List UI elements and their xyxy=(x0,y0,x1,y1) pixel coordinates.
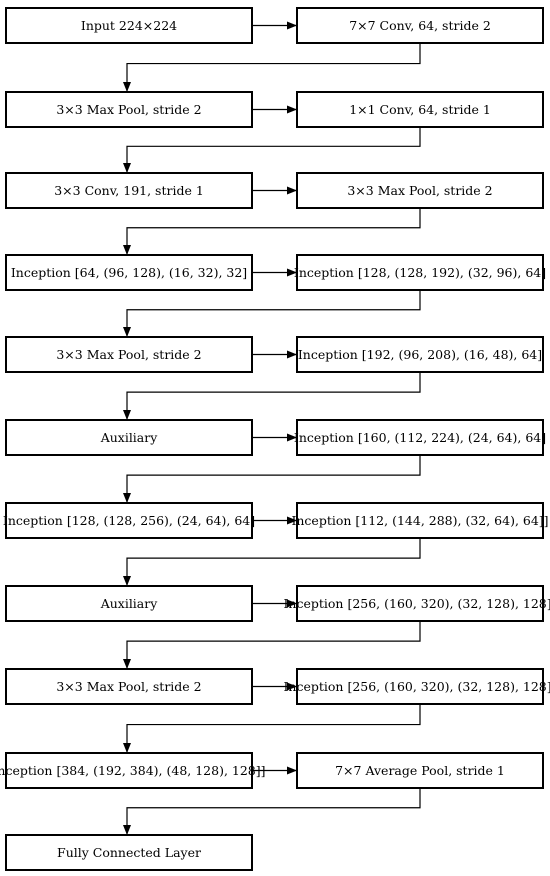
node-row-6-left-label: Auxiliary xyxy=(100,430,159,445)
arrow-row-2-to-row-3 xyxy=(123,127,421,173)
node-row-11-left-box xyxy=(5,834,253,871)
node-row-10-right-box xyxy=(296,752,544,789)
node-row-7-right-label: Inception [112, (144, 288), (32, 64), 64… xyxy=(291,513,548,528)
node-row-1-left: Input 224×224 xyxy=(5,7,253,44)
node-row-10-right: 7×7 Average Pool, stride 1 xyxy=(296,752,544,789)
node-row-9-right: Inception [256, (160, 320), (32, 128), 1… xyxy=(283,668,550,705)
node-row-11-left: Fully Connected Layer xyxy=(5,834,253,871)
arrow-row-5-to-row-6 xyxy=(123,372,421,420)
node-row-9-left: 3×3 Max Pool, stride 2 xyxy=(5,668,253,705)
node-row-7-right-box xyxy=(296,502,544,539)
node-row-6-left: Auxiliary xyxy=(5,419,253,456)
node-row-3-left-box xyxy=(5,172,253,209)
arrow-row-6-to-row-7 xyxy=(123,455,421,503)
node-row-3-right-box xyxy=(296,172,544,209)
arrow-row-4-to-row-5 xyxy=(123,290,421,337)
node-row-3-left-label: 3×3 Conv, 191, stride 1 xyxy=(54,183,204,198)
node-row-2-left-box xyxy=(5,91,253,128)
node-row-2-right-label: 1×1 Conv, 64, stride 1 xyxy=(349,102,491,117)
node-row-6-right-label: Inception [160, (112, 224), (24, 64), 64… xyxy=(294,430,546,445)
node-row-5-right-box xyxy=(296,336,544,373)
node-row-10-right-label: 7×7 Average Pool, stride 1 xyxy=(335,763,505,778)
node-row-7-left-box xyxy=(5,502,253,539)
node-row-2-right: 1×1 Conv, 64, stride 1 xyxy=(296,91,544,128)
arrow-row-3-to-row-4 xyxy=(123,208,421,255)
node-row-9-left-box xyxy=(5,668,253,705)
node-row-6-right: Inception [160, (112, 224), (24, 64), 64… xyxy=(294,419,546,456)
node-row-5-right-label: Inception [192, (96, 208), (16, 48), 64] xyxy=(298,347,542,362)
arrow-row-8-to-row-9 xyxy=(123,621,421,669)
node-row-3-right-label: 3×3 Max Pool, stride 2 xyxy=(347,183,492,198)
arrow-row-7-to-row-8 xyxy=(123,538,421,586)
node-row-9-right-box xyxy=(296,668,544,705)
connectors xyxy=(123,21,421,835)
nodes: Input 224×224 7×7 Conv, 64, stride 2 3×3 M… xyxy=(0,7,550,871)
node-row-1-left-label: Input 224×224 xyxy=(81,18,177,33)
node-row-8-left: Auxiliary xyxy=(5,585,253,622)
node-row-7-right: Inception [112, (144, 288), (32, 64), 64… xyxy=(291,502,549,539)
node-row-2-left-label: 3×3 Max Pool, stride 2 xyxy=(56,102,201,117)
node-row-8-left-box xyxy=(5,585,253,622)
arrow-row-10-to-row-11 xyxy=(123,788,421,835)
node-row-4-right: Inception [128, (128, 192), (32, 96), 64… xyxy=(294,254,546,291)
node-row-5-left-label: 3×3 Max Pool, stride 2 xyxy=(56,347,201,362)
node-row-8-right: Inception [256, (160, 320), (32, 128), 1… xyxy=(283,585,550,622)
node-row-7-left-label: Inception [128, (128, 256), (24, 64), 64… xyxy=(3,513,255,528)
arrow-row-1-to-row-2 xyxy=(123,43,421,92)
node-row-5-left: 3×3 Max Pool, stride 2 xyxy=(5,336,253,373)
node-row-1-right-label: 7×7 Conv, 64, stride 2 xyxy=(349,18,491,33)
node-row-6-right-box xyxy=(296,419,544,456)
node-row-2-left: 3×3 Max Pool, stride 2 xyxy=(5,91,253,128)
node-row-5-left-box xyxy=(5,336,253,373)
node-row-10-left-label: Inception [384, (192, 384), (48, 128), 1… xyxy=(0,763,266,778)
node-row-4-right-box xyxy=(296,254,544,291)
node-row-8-left-label: Auxiliary xyxy=(100,596,159,611)
node-row-4-left-label: Inception [64, (96, 128), (16, 32), 32] xyxy=(11,265,247,280)
node-row-8-right-label: Inception [256, (160, 320), (32, 128), 1… xyxy=(283,596,550,611)
node-row-9-left-label: 3×3 Max Pool, stride 2 xyxy=(56,679,201,694)
node-row-7-left: Inception [128, (128, 256), (24, 64), 64… xyxy=(3,502,255,539)
node-row-4-right-label: Inception [128, (128, 192), (32, 96), 64… xyxy=(294,265,546,280)
node-row-1-right-box xyxy=(296,7,544,44)
node-row-3-right: 3×3 Max Pool, stride 2 xyxy=(296,172,544,209)
node-row-1-left-box xyxy=(5,7,253,44)
node-row-9-right-label: Inception [256, (160, 320), (32, 128), 1… xyxy=(283,679,550,694)
node-row-8-right-box xyxy=(296,585,544,622)
node-row-6-left-box xyxy=(5,419,253,456)
node-row-3-left: 3×3 Conv, 191, stride 1 xyxy=(5,172,253,209)
node-row-4-left-box xyxy=(5,254,253,291)
node-row-10-left-box xyxy=(5,752,253,789)
arrow-row-9-to-row-10 xyxy=(123,704,421,753)
node-row-1-right: 7×7 Conv, 64, stride 2 xyxy=(296,7,544,44)
node-row-11-left-label: Fully Connected Layer xyxy=(57,845,201,860)
node-row-2-right-box xyxy=(296,91,544,128)
node-row-4-left: Inception [64, (96, 128), (16, 32), 32] xyxy=(5,254,253,291)
node-row-10-left: Inception [384, (192, 384), (48, 128), 1… xyxy=(0,752,266,789)
node-row-5-right: Inception [192, (96, 208), (16, 48), 64] xyxy=(296,336,544,373)
